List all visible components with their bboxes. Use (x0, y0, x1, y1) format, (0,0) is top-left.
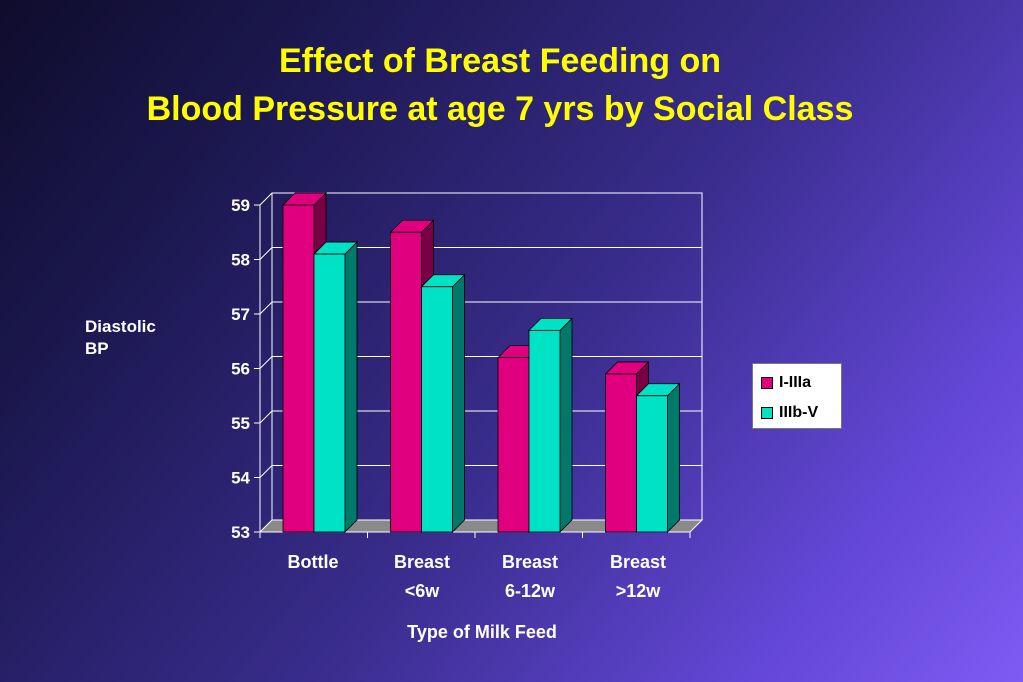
category-label-line: Breast (609, 552, 667, 572)
y-tick-label: 53 (231, 523, 250, 542)
category-label-bottle: Bottle (253, 548, 373, 577)
category-label-line: 6-12w (504, 581, 556, 601)
y-axis-label-line-2: BP (85, 339, 109, 358)
bar-IIIb-V-0 (313, 241, 358, 533)
bar-front-face (605, 373, 637, 533)
bar-I-IIIa-3 (604, 360, 650, 533)
y-tick-label: 57 (231, 305, 250, 324)
bar-side-face (344, 241, 358, 533)
legend-swatch-teal (761, 407, 773, 419)
bar-IIIb-V-2 (528, 317, 573, 533)
bar-front-face (282, 204, 315, 533)
y-axis-label: Diastolic BP (85, 316, 156, 360)
chart-title-line-2: Blood Pressure at age 7 yrs by Social Cl… (146, 90, 854, 128)
y-tick-label: 56 (231, 360, 250, 379)
bar-front-face (421, 286, 453, 533)
y-axis-label-line-1: Diastolic (85, 317, 156, 336)
bar-front-face (636, 395, 668, 533)
chart-title-line-1: Effect of Breast Feeding on (278, 42, 722, 80)
legend: I-IIIa IIIb-V (752, 363, 842, 429)
bar-IIIb-V-3 (635, 382, 681, 533)
legend-label: I-IIIa (779, 374, 812, 391)
category-label-line: Bottle (287, 552, 339, 572)
y-tick-layer: 53 54 55 56 57 58 59 (231, 196, 691, 542)
bar-side-face (452, 273, 465, 533)
bar-IIIb-V-1 (420, 273, 466, 533)
y-tick-label: 54 (231, 469, 250, 488)
bar-front-face (313, 253, 346, 533)
legend-item-i-iiia: I-IIIa (761, 373, 811, 393)
category-label-breast-gt12w: Breast >12w (578, 548, 698, 606)
y-tick-label: 55 (231, 414, 250, 433)
category-label-line: Breast (501, 552, 559, 572)
category-label-breast-lt6w: Breast <6w (362, 548, 482, 606)
gridline (259, 247, 702, 260)
bar-layer (282, 192, 681, 533)
y-tick-label: 58 (231, 251, 250, 270)
y-tick-label: 59 (231, 196, 250, 215)
legend-item-iiib-v: IIIb-V (761, 403, 818, 423)
category-label-line: Breast (393, 552, 451, 572)
bar-front-face (528, 329, 561, 533)
legend-swatch-magenta (761, 377, 773, 389)
gridline (259, 301, 702, 315)
legend-label: IIIb-V (779, 404, 819, 421)
category-label-breast-6-12w: Breast 6-12w (470, 548, 590, 606)
bar-front-face (390, 231, 422, 533)
bar-front-face (497, 357, 530, 533)
bar-side-face (667, 382, 680, 533)
gridline (259, 192, 702, 206)
x-axis-title: Type of Milk Feed (407, 622, 557, 642)
category-label-line: >12w (615, 581, 661, 601)
category-label-line: <6w (404, 581, 440, 601)
bar-side-face (559, 317, 573, 533)
